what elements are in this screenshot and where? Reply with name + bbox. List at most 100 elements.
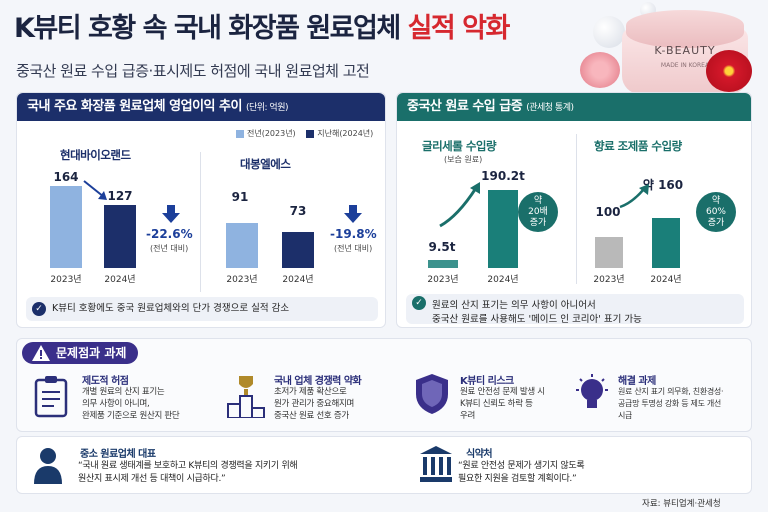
data-label: 100 [595,205,621,219]
change-percent: -22.6% [146,227,193,241]
issue-title: 해결 과제 [618,376,656,387]
issue-title: 국내 업체 경쟁력 약화 [274,376,362,387]
bank-icon [420,446,452,482]
note-text: 중국산 원료를 사용해도 '메이드 인 코리아' 표기 가능 [432,314,642,325]
data-label: 약 160 [642,178,684,192]
down-arrow-icon [162,205,180,223]
data-label: 190.2t [481,169,525,183]
data-label: 164 [53,170,79,184]
red-camellia-icon [706,50,752,92]
issue-line: 의무 사항이 아니며, [82,399,150,409]
tick-label: 2024년 [487,275,519,285]
chart-title: 향료 조제품 수입량 [594,139,682,153]
jar-lid [626,10,744,48]
bubble-decoration [593,16,625,48]
legend: 전년(2023년) 지난해(2024년) [236,128,373,139]
legend-label: 전년(2023년) [247,129,296,138]
legend-swatch-2024 [306,129,315,138]
check-icon: ✓ [32,302,46,316]
bar-2023 [595,236,623,268]
person-icon [34,448,62,484]
bar-2023 [50,186,82,268]
issue-line: 원료 산지 표기 의무화, 친환경성· [618,387,724,396]
title-highlight: 실적 악화 [407,13,511,44]
jar-origin-label: MADE IN KOREA [660,62,710,69]
panel-unit: (단위: 억원) [245,103,289,113]
change-percent: -19.8% [330,227,377,241]
decline-arrow-icon [83,180,107,200]
issue-line: 중국산 원료 선호 증가 [274,411,349,421]
page-title: K뷰티 호황 속 국내 화장품 원료업체 실적 악화 [14,6,511,45]
bar-2024 [282,231,314,268]
note-text: 원료의 산지 표기는 의무 사항이 아니어서 [432,300,596,311]
data-label: 73 [289,204,307,218]
chart-title: 현대바이오랜드 [60,148,131,162]
issue-line: 개별 원료의 산지 표기는 [82,387,165,397]
issue-line: 공급망 투명성 강화 등 제도 개선 [618,399,721,408]
divider [200,152,201,292]
legend-label: 지난해(2024년) [317,129,374,138]
bar-2023 [428,260,458,268]
chart-title: 대봉엘에스 [240,157,291,171]
jar-brand-label: K-BEAUTY [654,44,716,57]
bar-2024 [488,190,518,268]
issue-title: K뷰티 리스크 [460,376,514,387]
quote-line: 원산지 표시제 개선 등 대책이 시급하다.” [78,474,226,484]
issue-line: 완제품 기준으로 원산지 판단 [82,411,180,421]
source-credit: 자료: 뷰티업계·관세청 [642,499,721,509]
tick-label: 2023년 [226,275,258,285]
panel-header: 국내 주요 화장품 원료업체 영업이익 추이 (단위: 억원) [17,93,385,121]
quotes-panel [16,436,752,494]
lightbulb-icon [576,374,608,408]
issue-line: 초저가 제품 확산으로 [274,387,347,397]
import-surge-panel: 중국산 원료 수입 급증 (관세청 통계) [396,92,752,328]
quote-line: “국내 원료 생태계를 보호하고 K뷰티의 경쟁력을 지키기 위해 [78,461,298,471]
legend-swatch-2023 [236,129,244,138]
data-label: 91 [231,190,249,204]
quote-speaker: 식약처 [466,449,493,460]
issue-line: 우려 [460,411,476,421]
note-text: K뷰티 호황에도 중국 원료업체와의 단가 경쟁으로 실적 감소 [52,303,290,314]
panel-header: 중국산 원료 수입 급증 (관세청 통계) [397,93,751,121]
insight-note: K뷰티 호황에도 중국 원료업체와의 단가 경쟁으로 실적 감소 [26,297,378,321]
chart-subtitle: (보습 원료) [444,155,483,164]
quote-speaker: 중소 원료업체 대표 [80,449,156,460]
data-label: 127 [107,189,133,203]
change-badge: 약 60% 증가 [696,192,736,232]
quote-text: “원료 안전성 문제가 생기지 않도록 필요한 지원을 검토할 계획이다.” [458,460,718,486]
chart-title: 글리세롤 수입량 [422,139,497,153]
change-sub: (전년 대비) [334,244,373,253]
divider [576,134,577,284]
tick-label: 2023년 [50,275,82,285]
bar-2024 [104,204,136,268]
change-badge: 약 20배 증가 [518,192,558,232]
issue-line: 원가 관리가 중요해지며 [274,399,355,409]
data-label: 9.5t [428,240,456,254]
issue-line: 원료 안전성 문제 발생 시 [460,387,545,397]
tick-label: 2024년 [650,275,682,285]
issue-line: K뷰티 신뢰도 하락 등 [460,399,533,409]
operating-profit-panel: 국내 주요 화장품 원료업체 영업이익 추이 (단위: 억원) [16,92,386,328]
quote-line: 필요한 지원을 검토할 계획이다.” [458,474,577,484]
tick-label: 2024년 [282,275,314,285]
podium-icon [227,376,265,418]
issue-line: 시급 [618,411,633,420]
down-arrow-icon [344,205,362,223]
shield-icon [416,374,448,414]
panel-source: (관세청 통계) [526,103,574,113]
issues-header: 문제점과 과제 [22,342,138,364]
bar-2023 [226,222,258,268]
issues-panel [16,338,752,432]
title-main: K뷰티 호황 속 국내 화장품 원료업체 [14,13,401,44]
issues-title: 문제점과 과제 [56,346,127,360]
warning-icon [32,345,50,361]
bar-2024 [652,218,680,268]
tick-label: 2024년 [104,275,136,285]
growth-arrow-icon [439,182,480,228]
change-sub: (전년 대비) [150,244,189,253]
